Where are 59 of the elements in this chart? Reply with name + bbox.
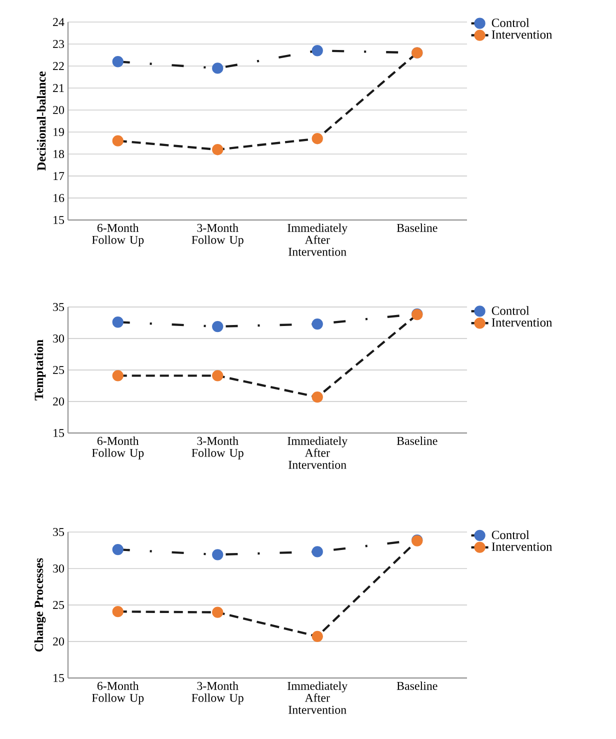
x-tick-label: 3-Month Follow Up	[192, 224, 244, 246]
legend-label: Intervention	[492, 30, 552, 39]
legend-label: Control	[492, 18, 530, 28]
y-tick-label: 15	[54, 216, 64, 224]
point	[212, 144, 224, 156]
y-axis-title: Temptation	[34, 340, 46, 400]
y-axis-title: Change Processes	[34, 558, 46, 652]
legend-label: Control	[492, 530, 530, 540]
point	[312, 630, 323, 642]
y-tick-label: 15	[54, 429, 64, 438]
y-axis-title: Decisional-balance	[36, 72, 46, 171]
y-tick-label: 25	[53, 366, 64, 374]
legend-label: Intervention	[492, 542, 552, 551]
point	[112, 56, 124, 68]
legend-label: Control	[492, 306, 530, 315]
point	[212, 606, 224, 618]
y-tick-label: 20	[53, 397, 64, 406]
point	[212, 370, 224, 382]
y-tick-label: 25	[53, 600, 64, 610]
y-tick-label: 35	[53, 302, 64, 312]
y-tick-label: 17	[54, 172, 64, 180]
point	[312, 318, 323, 330]
y-tick-label: 30	[53, 334, 64, 343]
legend-label: Intervention	[492, 318, 552, 327]
x-tick-label: Immediately After Intervention	[288, 436, 348, 469]
point	[112, 316, 124, 328]
point	[112, 544, 124, 556]
y-tick-label: 21	[53, 84, 64, 92]
point	[312, 133, 323, 144]
y-tick-label: 24	[53, 18, 64, 26]
y-tick-label: 15	[54, 674, 64, 682]
point	[112, 135, 124, 146]
point	[212, 62, 224, 74]
x-tick-label: 6-Month Follow Up	[92, 682, 144, 704]
point	[312, 546, 323, 558]
x-tick-label: Baseline	[396, 436, 438, 445]
y-tick-label: 20	[53, 637, 64, 646]
x-tick-label: Baseline	[396, 224, 438, 232]
y-tick-label: 30	[53, 564, 64, 573]
x-tick-label: 3-Month Follow Up	[192, 436, 244, 460]
point	[112, 370, 124, 382]
y-tick-label: 20	[53, 106, 64, 114]
y-tick-label: 16	[54, 194, 64, 202]
x-tick-label: 6-Month Follow Up	[92, 224, 144, 246]
y-tick-label: 23	[53, 40, 64, 48]
x-tick-label: 6-Month Follow Up	[92, 436, 144, 460]
point	[112, 606, 124, 618]
point	[312, 45, 323, 56]
point	[212, 549, 224, 560]
x-tick-label: Baseline	[396, 682, 438, 690]
x-tick-label: Immediately After Intervention	[288, 224, 348, 256]
y-tick-label: 35	[53, 528, 64, 536]
x-tick-label: 3-Month Follow Up	[192, 682, 244, 704]
y-tick-label: 19	[54, 128, 64, 136]
point	[212, 320, 224, 332]
y-tick-label: 18	[54, 150, 64, 158]
y-tick-label: 22	[53, 62, 64, 70]
point	[312, 392, 323, 403]
x-tick-label: Immediately After Intervention	[288, 682, 348, 714]
